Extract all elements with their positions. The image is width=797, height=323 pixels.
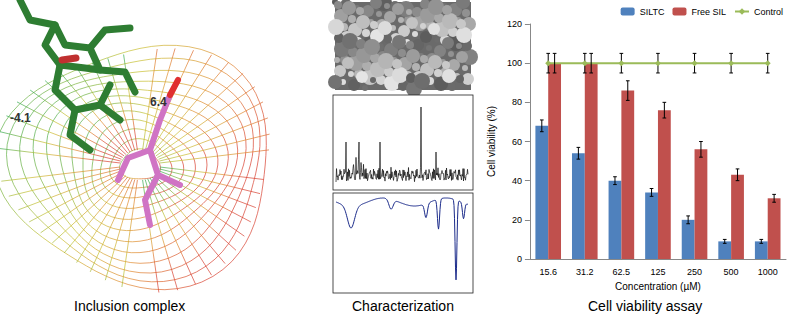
svg-text:6.4: 6.4: [150, 95, 167, 109]
svg-text:250: 250: [687, 267, 702, 277]
svg-text:0: 0: [517, 254, 522, 264]
svg-text:-4.1: -4.1: [10, 111, 31, 125]
svg-text:Control: Control: [754, 7, 783, 17]
svg-text:60: 60: [512, 137, 522, 147]
html-text:Characterization: Characterization: [352, 298, 454, 314]
svg-text:40: 40: [512, 176, 522, 186]
svg-text:62.5: 62.5: [613, 267, 631, 277]
svg-text:500: 500: [724, 267, 739, 277]
svg-text:120: 120: [507, 19, 522, 29]
svg-text:125: 125: [650, 267, 665, 277]
svg-text:Concentration (µM): Concentration (µM): [615, 281, 701, 292]
svg-text:1000: 1000: [758, 267, 778, 277]
svg-text:15.6: 15.6: [539, 267, 557, 277]
svg-text:20: 20: [512, 215, 522, 225]
svg-text:31.2: 31.2: [576, 267, 594, 277]
html-text:Cell viability assay: Cell viability assay: [588, 298, 703, 314]
svg-text:100: 100: [507, 58, 522, 68]
svg-text:80: 80: [512, 97, 522, 107]
svg-text:Free SIL: Free SIL: [691, 7, 726, 17]
svg-text:SILTC: SILTC: [640, 7, 665, 17]
svg-text:Cell viability (%): Cell viability (%): [486, 106, 497, 177]
html-text:Inclusion complex: Inclusion complex: [74, 298, 186, 314]
